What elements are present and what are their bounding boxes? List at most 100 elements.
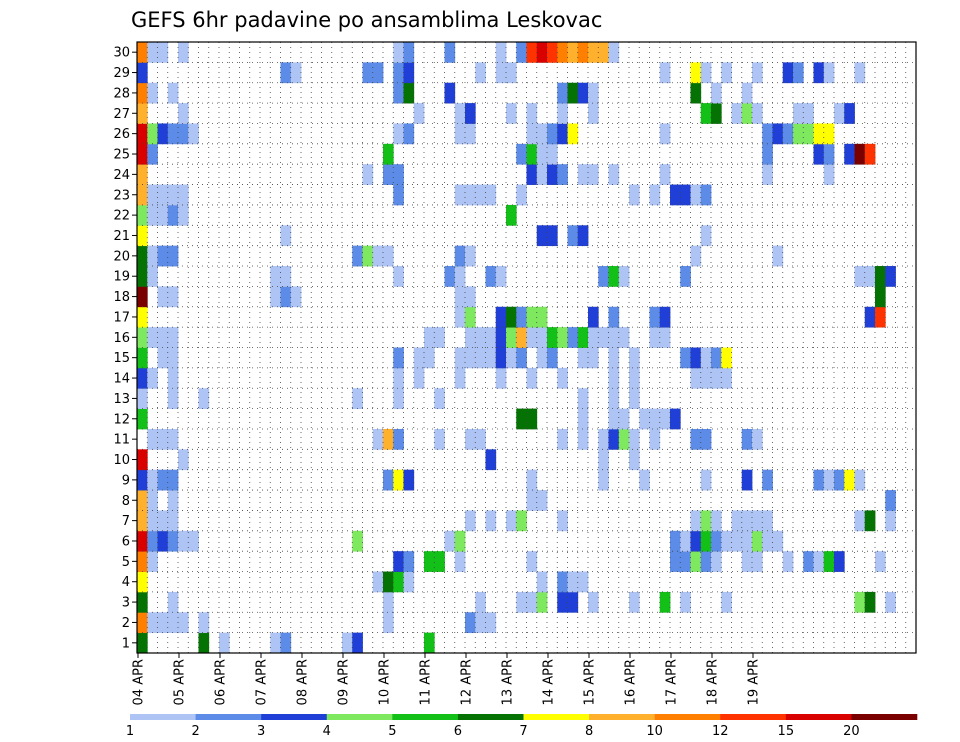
heatmap-cell	[557, 42, 568, 63]
legend-label: 6	[454, 724, 462, 739]
heatmap-cell	[567, 591, 579, 613]
heatmap-cell	[608, 367, 620, 389]
y-tick-label: 11	[113, 433, 130, 448]
heatmap-cell	[721, 62, 732, 84]
x-tick-label: 09 APR	[337, 659, 352, 705]
heatmap-cell	[157, 327, 169, 348]
y-tick-label: 6	[122, 534, 130, 549]
heatmap-cell	[526, 306, 538, 328]
heatmap-cell	[516, 327, 527, 348]
heatmap-cell	[700, 551, 712, 572]
heatmap-cell	[731, 510, 743, 532]
y-tick-label: 24	[113, 168, 130, 183]
heatmap-cell	[342, 632, 353, 654]
heatmap-cell	[577, 388, 589, 409]
heatmap-cell	[270, 266, 281, 287]
legend-swatch	[130, 714, 196, 720]
heatmap-cell	[188, 123, 199, 145]
heatmap-cell	[413, 103, 425, 124]
heatmap-cell	[372, 428, 384, 450]
heatmap-cell	[352, 388, 363, 409]
x-tick-label: 18 APR	[706, 659, 721, 705]
heatmap-cell	[270, 632, 281, 654]
heatmap-cell	[547, 143, 558, 165]
heatmap-cell	[567, 123, 579, 145]
heatmap-cell	[608, 428, 620, 450]
heatmap-cell	[618, 266, 630, 287]
heatmap-cell	[690, 184, 702, 206]
heatmap-cell	[700, 510, 712, 532]
heatmap-cell	[506, 347, 517, 369]
heatmap-cell	[465, 103, 476, 124]
heatmap-cell	[588, 164, 599, 185]
heatmap-cell	[670, 530, 681, 552]
chart-title: GEFS 6hr padavine po ansamblima Leskovac	[131, 8, 602, 32]
heatmap-cell	[885, 266, 896, 287]
heatmap-cell	[393, 184, 404, 206]
heatmap-cell	[454, 266, 466, 287]
heatmap-cell	[649, 327, 661, 348]
heatmap-cell	[629, 449, 640, 471]
x-tick-label: 11 APR	[419, 659, 434, 705]
heatmap-cell	[588, 82, 599, 104]
heatmap-cell	[823, 469, 835, 491]
heatmap-cell	[782, 551, 794, 572]
heatmap-cell	[137, 103, 148, 124]
y-axis: 1234567891011121314151617181920212223242…	[113, 46, 137, 651]
heatmap-cell	[157, 42, 169, 63]
heatmap-cell	[454, 347, 466, 369]
heatmap-cell	[485, 612, 497, 634]
heatmap-cell	[649, 184, 661, 206]
heatmap-cell	[598, 327, 609, 348]
heatmap-cell	[485, 184, 497, 206]
heatmap-cell	[598, 428, 609, 450]
y-tick-label: 25	[113, 148, 130, 163]
heatmap-cell	[137, 164, 148, 185]
heatmap-cell	[711, 103, 722, 124]
heatmap-cell	[721, 591, 732, 613]
heatmap-cell	[167, 204, 179, 226]
heatmap-cell	[137, 245, 148, 267]
heatmap-cell	[864, 266, 876, 287]
heatmap-cell	[752, 551, 763, 572]
heatmap-cell	[147, 184, 158, 206]
heatmap-cell	[137, 123, 148, 145]
heatmap-cell	[608, 42, 620, 63]
heatmap-cell	[475, 184, 486, 206]
heatmap-cell	[393, 347, 404, 369]
heatmap-cell	[465, 612, 476, 634]
heatmap-cell	[752, 103, 763, 124]
y-tick-label: 20	[113, 249, 130, 264]
heatmap-cell	[618, 408, 630, 430]
heatmap-cell	[690, 245, 702, 267]
heatmap-cell	[844, 469, 855, 491]
plot-frame	[136, 41, 917, 654]
heatmap-cell	[167, 591, 179, 613]
heatmap-cell	[700, 184, 712, 206]
heatmap-cell	[854, 591, 866, 613]
heatmap-cell	[475, 62, 486, 84]
heatmap-cell	[495, 327, 507, 348]
heatmap-cell	[485, 510, 497, 532]
heatmap-cell	[823, 551, 835, 572]
heatmap-cell	[711, 510, 722, 532]
heatmap-cell	[393, 42, 404, 63]
heatmap-cell	[659, 327, 671, 348]
heatmap-cell	[393, 123, 404, 145]
heatmap-cell	[137, 632, 148, 654]
heatmap-cell	[659, 164, 671, 185]
heatmap-cell	[178, 449, 189, 471]
heatmap-cell	[403, 469, 415, 491]
heatmap-cell	[485, 347, 497, 369]
heatmap-cell	[711, 551, 722, 572]
heatmap-cell	[506, 62, 517, 84]
heatmap-cell	[188, 530, 199, 552]
heatmap-cell	[454, 551, 466, 572]
heatmap-cell	[659, 62, 671, 84]
heatmap-cell	[465, 347, 476, 369]
y-tick-label: 14	[113, 372, 130, 387]
y-tick-label: 10	[113, 453, 130, 468]
heatmap-cell	[680, 184, 691, 206]
heatmap-cell	[557, 82, 568, 104]
